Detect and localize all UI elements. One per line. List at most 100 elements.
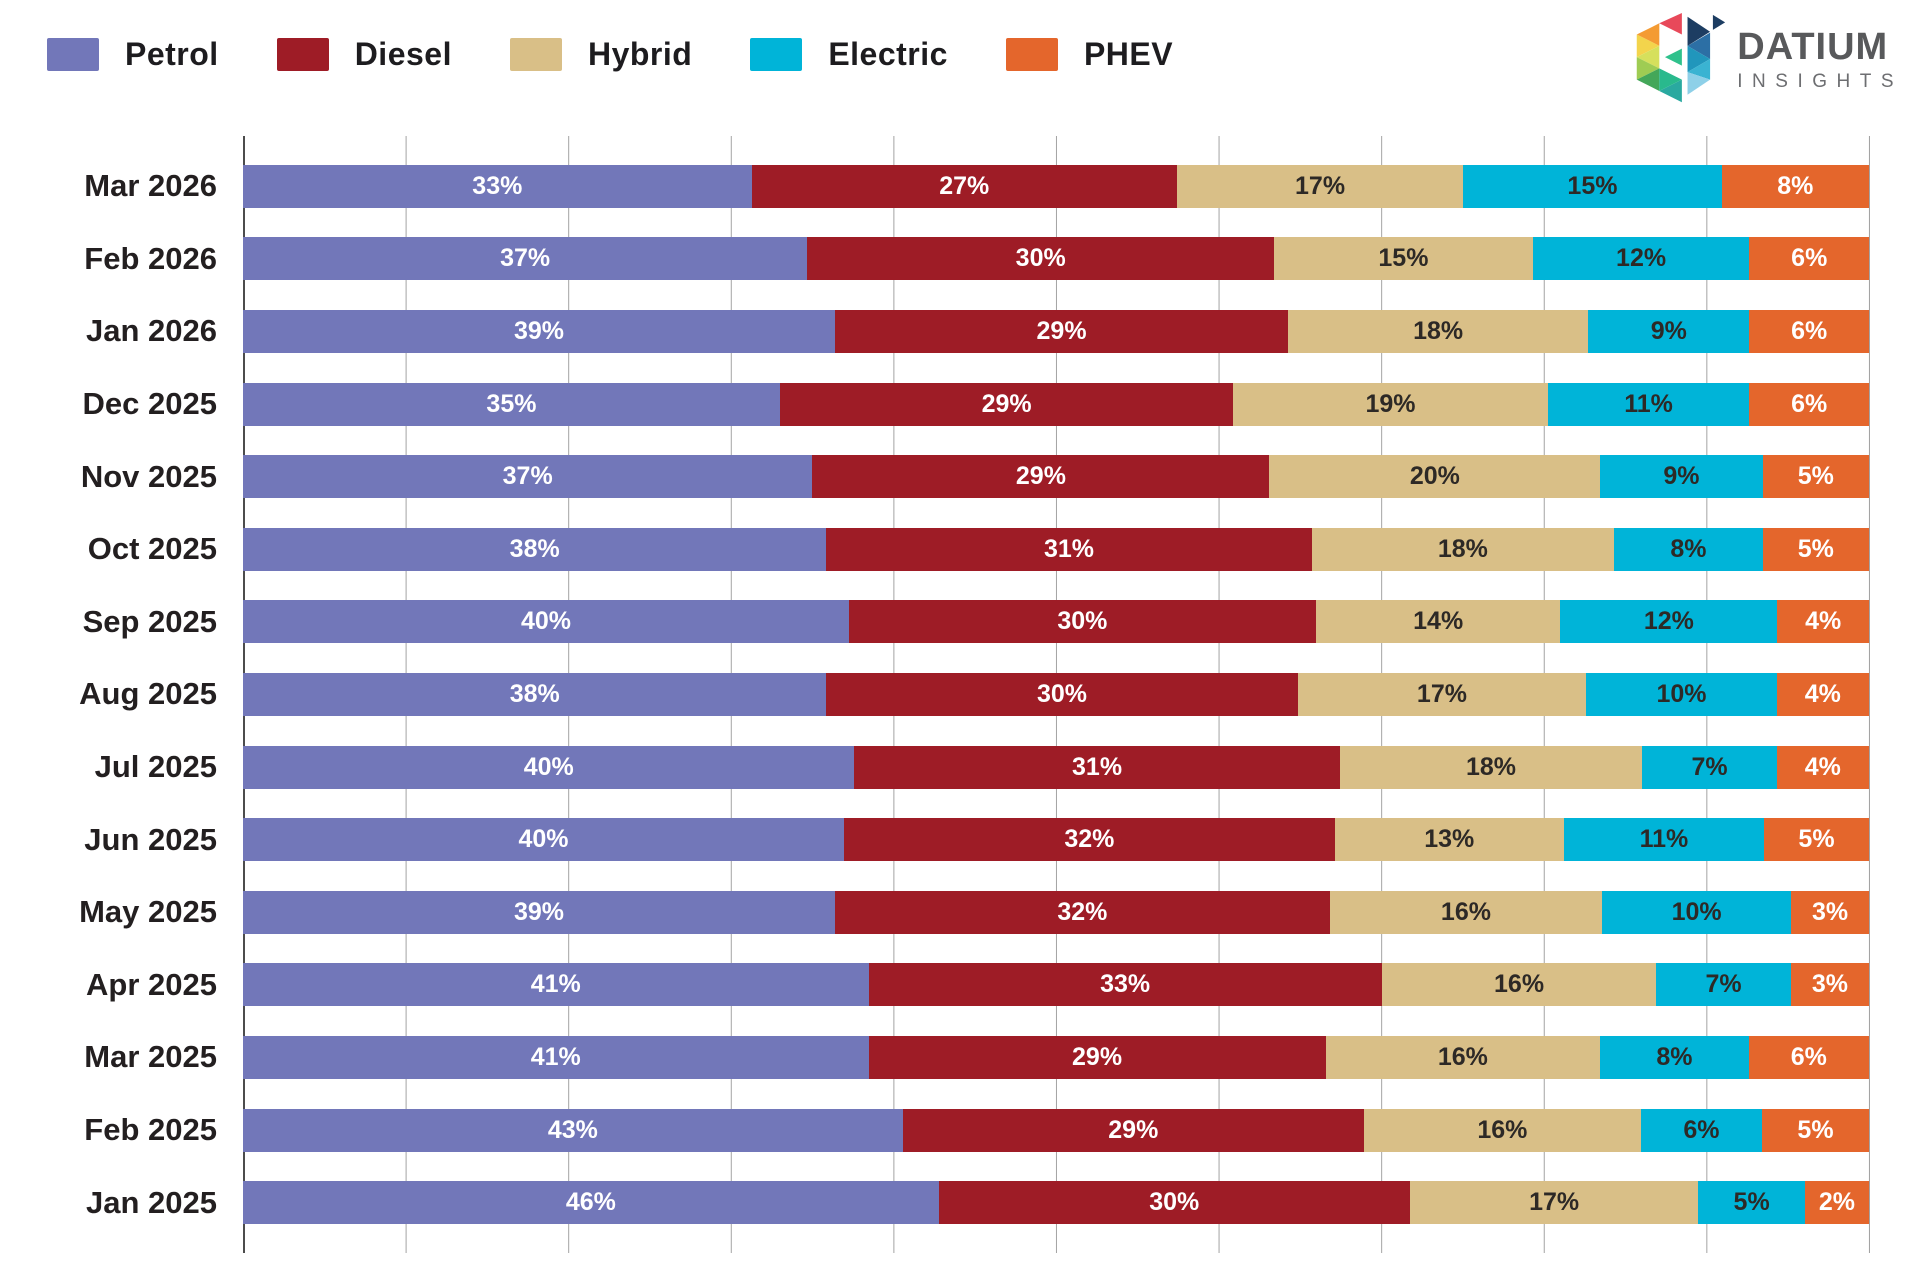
bar-segment-diesel: 31%: [826, 527, 1312, 571]
bar-segment-phev: 8%: [1721, 164, 1870, 208]
bar-segment-hybrid: 17%: [1409, 1181, 1699, 1225]
bar-row: 41% 29% 16% 8% 6%: [243, 1021, 1869, 1094]
row-label: Mar 2026: [84, 168, 217, 204]
row-label: May 2025: [79, 894, 217, 930]
bar-segment-phev: 5%: [1764, 818, 1869, 862]
diesel-swatch-icon: [276, 38, 329, 71]
bar-segment-hybrid: 18%: [1311, 527, 1615, 571]
bar-segment-diesel: 29%: [835, 309, 1289, 353]
legend-label: PHEV: [1083, 36, 1174, 72]
row-label: Jan 2025: [86, 1184, 217, 1220]
bar-segment-petrol: 40%: [243, 600, 849, 644]
chart-legend: Petrol Diesel Hybrid Electric PHEV: [47, 36, 1173, 73]
row-label: Jul 2025: [94, 749, 217, 785]
bar-segment-diesel: 33%: [868, 963, 1382, 1007]
datium-logo-mark-icon: [1637, 12, 1726, 103]
bar-segment-hybrid: 16%: [1329, 890, 1603, 934]
legend-item-petrol: Petrol: [47, 36, 219, 73]
stacked-bar: 46% 30% 17% 5% 2%: [243, 1181, 1869, 1225]
bar-segment-hybrid: 18%: [1288, 309, 1589, 353]
bar-segment-petrol: 37%: [243, 455, 813, 499]
bar-row: 40% 32% 13% 11% 5%: [243, 803, 1869, 876]
bar-segment-diesel: 32%: [843, 818, 1335, 862]
bar-segment-diesel: 30%: [848, 600, 1316, 644]
bar-segment-electric: 12%: [1532, 237, 1750, 281]
row-label: Feb 2025: [84, 1112, 217, 1148]
bar-segment-electric: 15%: [1463, 164, 1722, 208]
stacked-bar: 40% 31% 18% 7% 4%: [243, 745, 1869, 789]
bar-segment-diesel: 32%: [835, 890, 1330, 934]
bar-segment-electric: 10%: [1586, 672, 1777, 716]
bar-segment-electric: 11%: [1563, 818, 1764, 862]
bar-row: 40% 30% 14% 12% 4%: [243, 586, 1870, 659]
legend-item-electric: Electric: [750, 36, 948, 73]
bar-segment-hybrid: 16%: [1325, 1035, 1601, 1079]
bar-segment-hybrid: 15%: [1274, 237, 1533, 281]
stacked-bar: 39% 29% 18% 9% 6%: [243, 309, 1869, 353]
row-label: Aug 2025: [79, 676, 217, 712]
bar-row: 43% 29% 16% 6% 5%: [243, 1094, 1870, 1167]
bar-segment-hybrid: 17%: [1297, 672, 1587, 716]
bar-segment-hybrid: 17%: [1176, 164, 1464, 208]
bar-segment-phev: 5%: [1762, 527, 1869, 571]
stacked-bar: 37% 29% 20% 9% 5%: [243, 455, 1869, 499]
bar-row: 40% 31% 18% 7% 4%: [243, 731, 1869, 804]
bar-segment-electric: 9%: [1600, 455, 1763, 499]
datium-logo: DATIUM INSIGHTS: [1633, 12, 1903, 106]
bar-row: 46% 30% 17% 5% 2%: [243, 1166, 1869, 1239]
bar-tracks: 33% 27% 17% 15% 8% 37% 30% 15% 12% 6% 39% 29% 18% 9% 6…: [243, 150, 1870, 1239]
stacked-bar: 43% 29% 16% 6% 5%: [243, 1108, 1870, 1152]
bar-segment-electric: 7%: [1642, 745, 1777, 789]
bar-segment-electric: 12%: [1560, 600, 1778, 644]
row-label: Oct 2025: [87, 531, 217, 567]
row-label: Mar 2025: [84, 1039, 217, 1075]
bar-segment-electric: 8%: [1614, 527, 1763, 571]
bar-segment-petrol: 41%: [243, 1035, 869, 1079]
row-label: Jan 2026: [86, 313, 217, 349]
bar-row: 38% 31% 18% 8% 5%: [243, 513, 1869, 586]
logo-subtitle: INSIGHTS: [1737, 70, 1903, 92]
row-label: Dec 2025: [82, 386, 217, 422]
stacked-bar-chart: Mar 2026 Feb 2026 Jan 2026 Dec 2025 Nov 2025…: [0, 136, 1870, 1253]
bar-segment-electric: 10%: [1602, 890, 1792, 934]
hybrid-swatch-icon: [509, 38, 562, 71]
row-label: Feb 2026: [84, 240, 217, 276]
bar-row: 35% 29% 19% 11% 6%: [243, 368, 1869, 441]
bar-segment-phev: 5%: [1762, 455, 1869, 499]
legend-item-hybrid: Hybrid: [509, 36, 692, 73]
legend-item-phev: PHEV: [1005, 36, 1174, 73]
plot-area: 33% 27% 17% 15% 8% 37% 30% 15% 12% 6% 39% 29% 18% 9% 6…: [243, 136, 1870, 1253]
bar-segment-diesel: 27%: [751, 164, 1177, 208]
bar-segment-hybrid: 13%: [1334, 818, 1564, 862]
bar-segment-electric: 6%: [1640, 1108, 1762, 1152]
phev-swatch-icon: [1005, 38, 1058, 71]
bar-row: 39% 32% 16% 10% 3%: [243, 876, 1869, 949]
bar-segment-phev: 5%: [1761, 1108, 1870, 1152]
row-label: Apr 2025: [86, 966, 217, 1002]
bar-row: 39% 29% 18% 9% 6%: [243, 295, 1869, 368]
bar-row: 38% 30% 17% 10% 4%: [243, 658, 1869, 731]
logo-title: DATIUM: [1737, 25, 1889, 68]
bar-segment-diesel: 31%: [854, 745, 1340, 789]
bar-row: 37% 29% 20% 9% 5%: [243, 440, 1869, 513]
category-axis: Mar 2026 Feb 2026 Jan 2026 Dec 2025 Nov 2025…: [0, 136, 243, 1253]
bar-segment-phev: 3%: [1790, 963, 1870, 1007]
row-label: Jun 2025: [84, 821, 217, 857]
stacked-bar: 38% 30% 17% 10% 4%: [243, 672, 1869, 716]
bar-segment-diesel: 29%: [779, 382, 1234, 426]
bar-segment-phev: 2%: [1804, 1181, 1869, 1225]
stacked-bar: 39% 32% 16% 10% 3%: [243, 890, 1869, 934]
stacked-bar: 40% 32% 13% 11% 5%: [243, 818, 1869, 862]
bar-segment-phev: 4%: [1776, 745, 1869, 789]
bar-segment-electric: 11%: [1547, 382, 1750, 426]
bar-segment-petrol: 46%: [243, 1181, 939, 1225]
stacked-bar: 37% 30% 15% 12% 6%: [243, 237, 1869, 281]
bar-segment-phev: 6%: [1749, 309, 1869, 353]
bar-row: 41% 33% 16% 7% 3%: [243, 949, 1870, 1022]
stacked-bar: 40% 30% 14% 12% 4%: [243, 600, 1870, 644]
bar-segment-diesel: 29%: [902, 1108, 1364, 1152]
bar-segment-petrol: 38%: [243, 527, 827, 571]
petrol-swatch-icon: [47, 38, 99, 71]
stacked-bar: 35% 29% 19% 11% 6%: [243, 382, 1869, 426]
bar-segment-petrol: 43%: [243, 1108, 903, 1152]
